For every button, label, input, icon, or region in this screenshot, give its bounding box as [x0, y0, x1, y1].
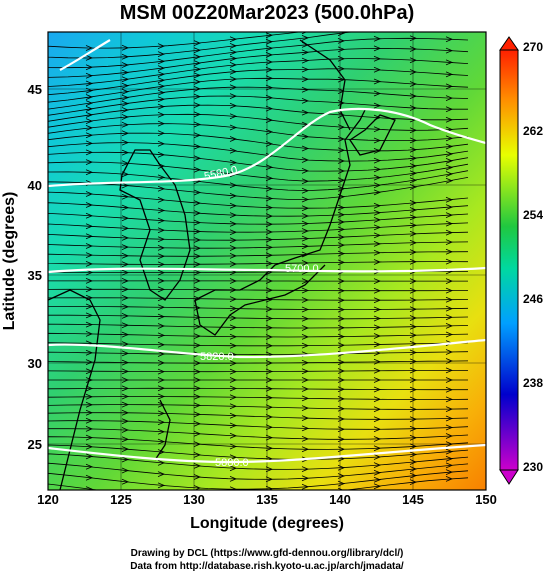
y-tick-label: 30 [28, 356, 42, 371]
y-tick-label: 25 [28, 437, 42, 452]
colorbar-tick-label: 230 [523, 460, 543, 474]
x-tick-label: 150 [475, 492, 497, 507]
x-tick-label: 120 [37, 492, 59, 507]
colorbar-top-triangle [500, 37, 518, 50]
footer: Drawing by DCL (https://www.gfd-dennou.o… [130, 548, 404, 572]
x-tick-label: 140 [329, 492, 351, 507]
x-axis-label: Longitude (degrees) [190, 515, 344, 532]
colorbar-tick-label: 270 [523, 40, 543, 54]
contour-label: 5700.0 [285, 263, 319, 275]
plot-area: 5580.0 5700.0 5820.0 5880.0 [48, 16, 486, 502]
x-tick-label: 130 [183, 492, 205, 507]
colorbar-scale [500, 50, 518, 470]
colorbar-tick-label: 262 [523, 124, 543, 138]
y-tick-label: 35 [28, 268, 42, 283]
colorbar: 270 262 254 246 238 230 [500, 37, 543, 484]
flow-arrow [302, 492, 308, 497]
colorbar-tick-label: 238 [523, 376, 543, 390]
y-axis: 25 30 35 40 45 [28, 82, 42, 452]
y-axis-label: Latitude (degrees) [1, 192, 18, 331]
flow-arrow [446, 16, 452, 21]
colorbar-tick-label: 246 [523, 292, 543, 306]
footer-source: Data from http://database.rish.kyoto-u.a… [130, 561, 404, 572]
contour-label: 5820.0 [200, 351, 234, 363]
x-axis: 120 125 130 135 140 145 150 Longitude (d… [37, 492, 497, 532]
x-tick-label: 125 [110, 492, 132, 507]
flow-arrow [158, 494, 164, 499]
flow-arrow [446, 26, 452, 31]
x-tick-label: 135 [256, 492, 278, 507]
colorbar-bottom-triangle [500, 470, 518, 484]
y-tick-label: 40 [28, 178, 42, 193]
footer-credit: Drawing by DCL (https://www.gfd-dennou.o… [131, 548, 404, 559]
contour-label: 5880.0 [215, 457, 249, 469]
colorbar-tick-label: 254 [523, 208, 543, 222]
x-tick-label: 145 [402, 492, 424, 507]
map-title: MSM 00Z20Mar2023 (500.0hPa) [120, 2, 415, 24]
flow-arrow [410, 26, 416, 31]
flow-arrow [230, 497, 236, 502]
y-tick-label: 45 [28, 82, 42, 97]
